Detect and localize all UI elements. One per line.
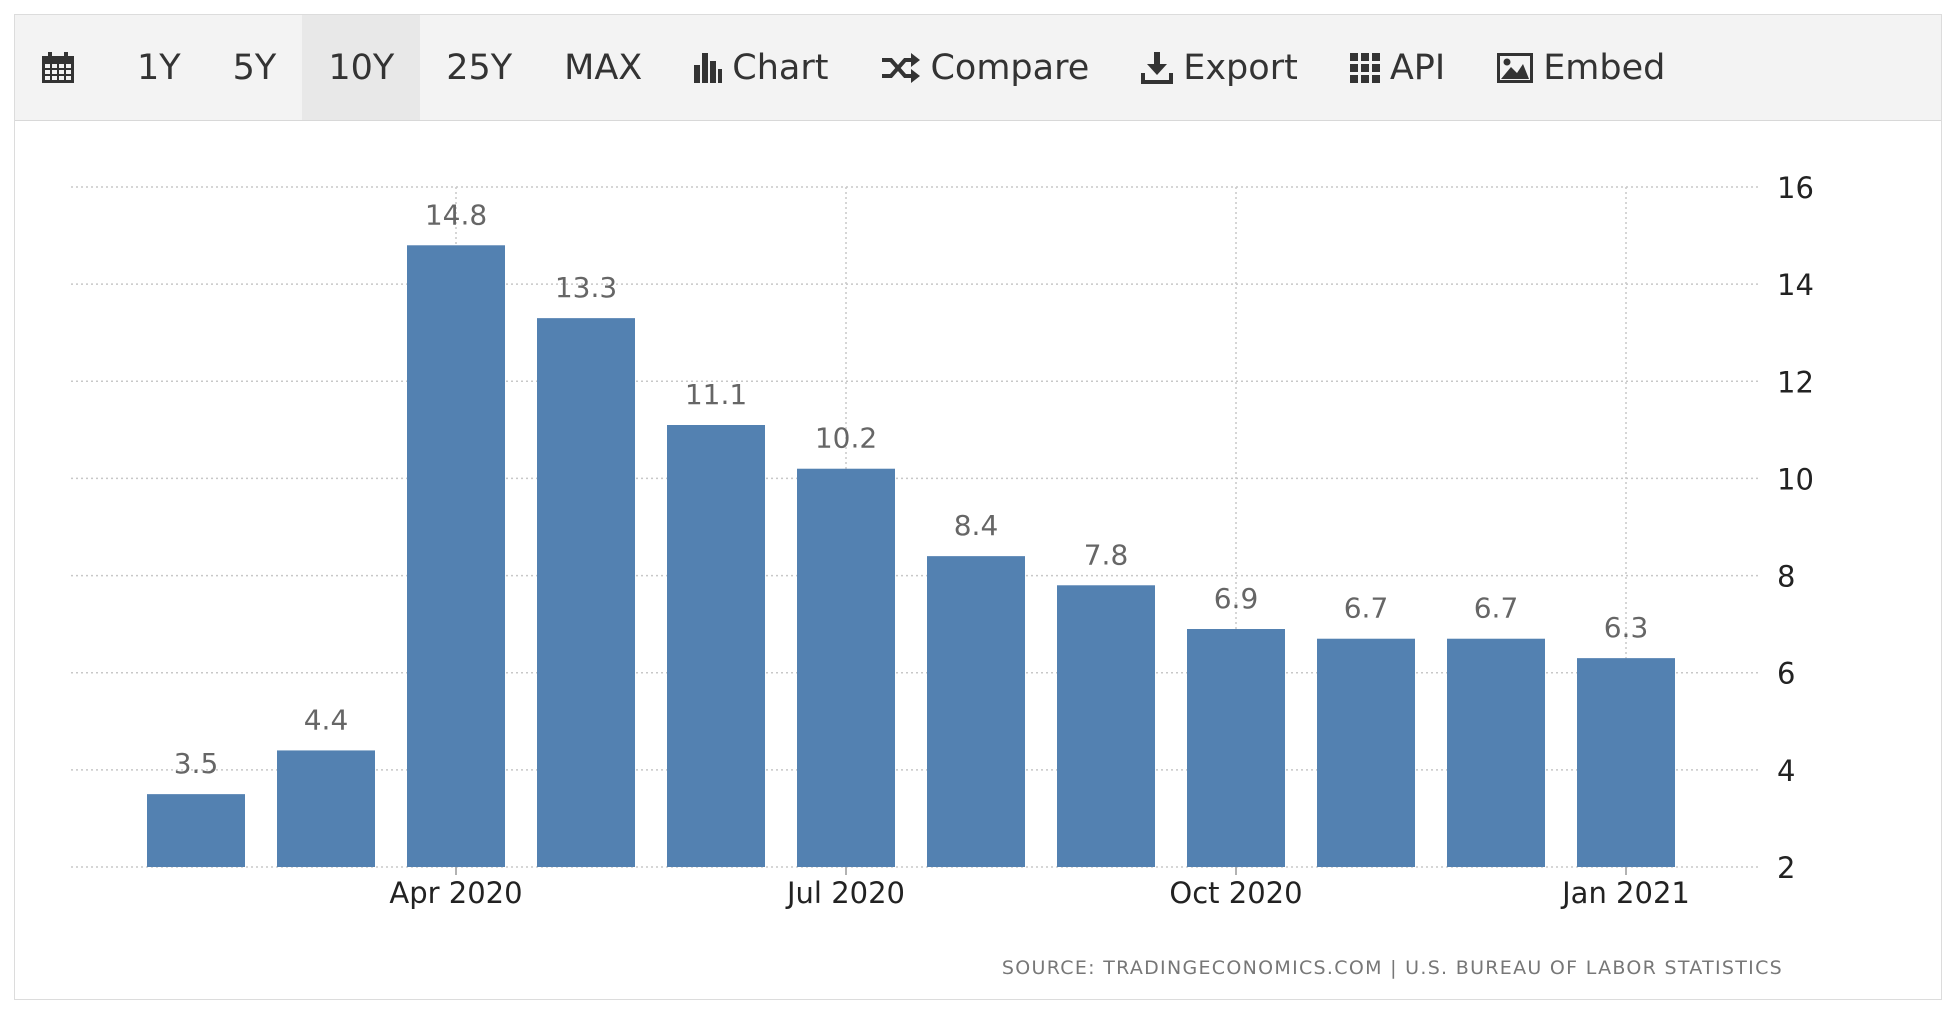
image-icon	[1497, 52, 1534, 83]
export-label: Export	[1183, 47, 1298, 88]
embed-button[interactable]: Embed	[1471, 15, 1691, 120]
bar	[1057, 585, 1155, 867]
y-tick-label: 8	[1777, 560, 1795, 594]
range-10y-label: 10Y	[328, 47, 395, 88]
data-label: 11.1	[685, 378, 747, 411]
range-25y-button[interactable]: 25Y	[420, 15, 538, 120]
data-label: 13.3	[555, 271, 617, 304]
bar	[1447, 638, 1545, 867]
api-button[interactable]: API	[1324, 15, 1471, 120]
bar	[277, 750, 375, 867]
range-25y-label: 25Y	[446, 47, 513, 88]
chart-bars	[147, 245, 1675, 868]
calendar-icon	[41, 51, 75, 84]
compare-label: Compare	[930, 47, 1090, 88]
y-tick-label: 16	[1777, 171, 1814, 205]
calendar-button[interactable]	[15, 15, 111, 120]
data-label: 14.8	[425, 198, 487, 231]
data-label: 10.2	[815, 422, 877, 455]
y-tick-label: 4	[1777, 754, 1795, 788]
y-tick-label: 6	[1777, 657, 1795, 691]
data-label: 6.7	[1474, 592, 1519, 625]
chart-type-label: Chart	[732, 47, 829, 88]
bar	[1317, 638, 1415, 867]
range-5y-button[interactable]: 5Y	[207, 15, 303, 120]
y-tick-label: 10	[1777, 462, 1814, 496]
bar	[537, 318, 635, 868]
x-tick-label: Jan 2021	[1560, 876, 1690, 910]
chart-source: SOURCE: TRADINGECONOMICS.COM | U.S. BURE…	[1002, 957, 1783, 979]
range-max-button[interactable]: MAX	[538, 15, 668, 120]
x-tick-label: Oct 2020	[1169, 876, 1302, 910]
chart-toolbar: 1Y 5Y 10Y 25Y MAX Chart	[15, 15, 1941, 121]
range-5y-label: 5Y	[232, 47, 277, 88]
compare-button[interactable]: Compare	[854, 15, 1115, 120]
data-label: 6.7	[1344, 592, 1389, 625]
range-10y-button[interactable]: 10Y	[302, 15, 421, 120]
data-label: 3.5	[174, 747, 219, 780]
y-tick-label: 14	[1777, 268, 1814, 302]
y-tick-label: 2	[1777, 851, 1795, 885]
data-label: 4.4	[304, 703, 349, 736]
bar	[927, 556, 1025, 867]
bar	[1577, 658, 1675, 867]
chart-x-axis: Apr 2020 Jul 2020 Oct 2020 Jan 2021	[389, 867, 1690, 910]
embed-label: Embed	[1543, 47, 1666, 88]
y-tick-label: 12	[1777, 365, 1814, 399]
data-label: 7.8	[1084, 538, 1129, 571]
grid-icon	[1349, 52, 1380, 83]
bar	[1187, 629, 1285, 867]
bar	[667, 425, 765, 867]
range-max-label: MAX	[564, 47, 643, 88]
export-button[interactable]: Export	[1115, 15, 1324, 120]
bar-chart-icon	[694, 52, 723, 83]
x-tick-label: Apr 2020	[389, 876, 522, 910]
bar-chart: 3.5 4.4 14.8 13.3 11.1 10.2 8.4 7.8 6.9 6.7 6.7 6.3…	[71, 171, 1814, 979]
chart-y-axis: 2 4 6 8 10 12 14 16	[1777, 171, 1814, 885]
chart-widget: 1Y 5Y 10Y 25Y MAX Chart	[14, 14, 1942, 1000]
download-icon	[1141, 51, 1174, 84]
data-label: 6.9	[1214, 582, 1259, 615]
bar	[407, 245, 505, 867]
range-1y-label: 1Y	[137, 47, 181, 88]
chart-type-button[interactable]: Chart	[668, 15, 854, 120]
api-label: API	[1389, 47, 1446, 88]
bar	[797, 468, 895, 867]
chart-data-labels: 3.5 4.4 14.8 13.3 11.1 10.2 8.4 7.8 6.9 6.7 6.7 6.3	[174, 198, 1649, 780]
data-label: 6.3	[1604, 611, 1649, 644]
shuffle-icon	[880, 52, 921, 83]
data-label: 8.4	[954, 509, 999, 542]
x-tick-label: Jul 2020	[785, 876, 905, 910]
range-1y-button[interactable]: 1Y	[111, 15, 207, 120]
bar	[147, 794, 245, 867]
